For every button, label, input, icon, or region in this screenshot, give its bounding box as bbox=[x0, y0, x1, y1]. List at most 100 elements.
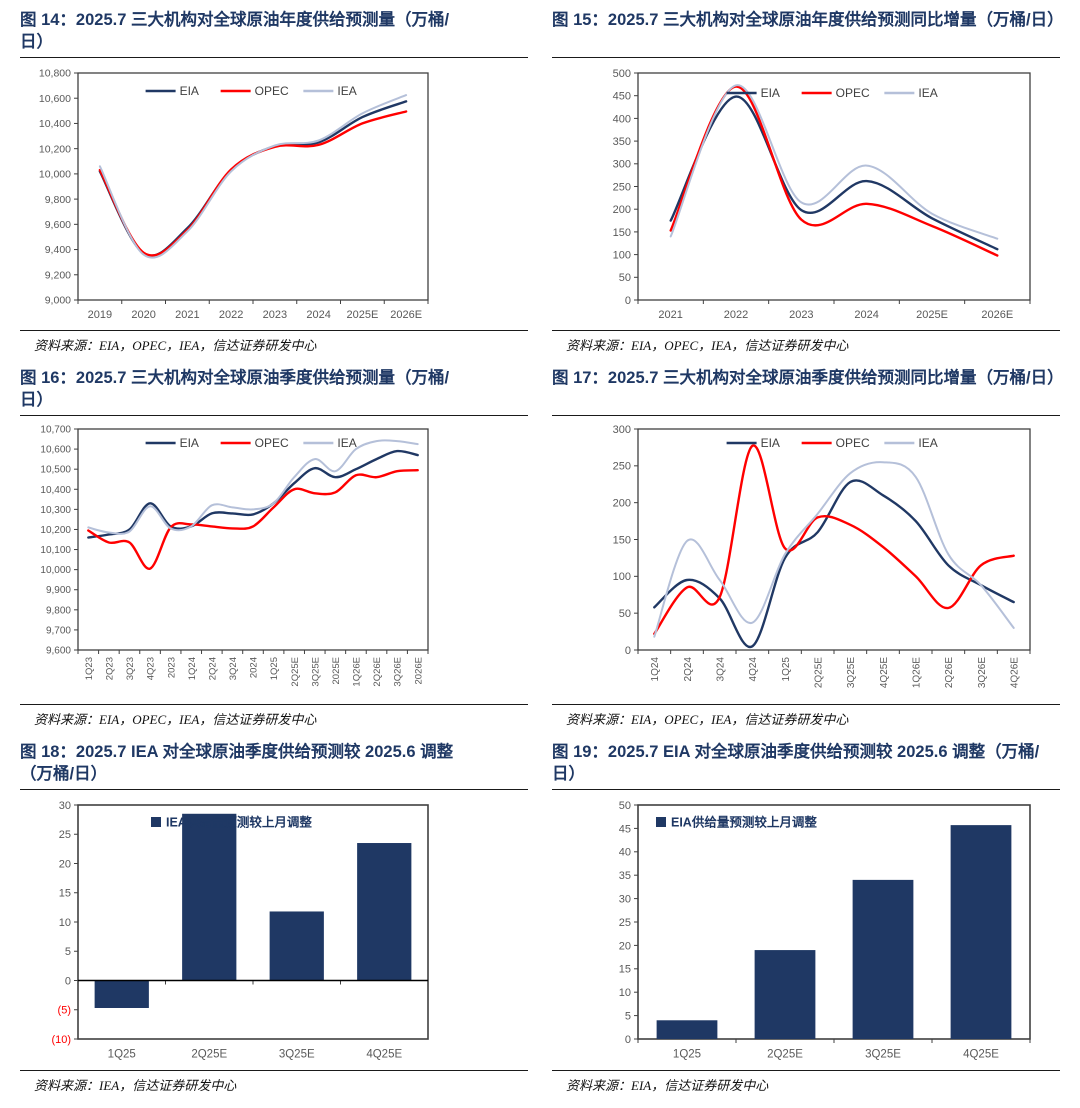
chart-svg: 9,600 9,700 9,800 9,900 10,000 10,100 10,200 10… bbox=[40, 425, 429, 687]
svg-text:350: 350 bbox=[613, 136, 631, 148]
figure-18-title-text: 图 18：2025.7 IEA 对全球原油季度供给预测较 2025.6 调整（万… bbox=[20, 743, 454, 783]
svg-text:35: 35 bbox=[619, 870, 631, 882]
svg-text:200: 200 bbox=[613, 498, 631, 510]
svg-text:100: 100 bbox=[613, 249, 631, 261]
svg-text:10: 10 bbox=[59, 917, 71, 929]
svg-text:2Q24: 2Q24 bbox=[683, 657, 694, 682]
svg-text:9,600: 9,600 bbox=[46, 646, 71, 657]
svg-text:(5): (5) bbox=[58, 1005, 71, 1017]
svg-text:2025E: 2025E bbox=[916, 309, 948, 321]
svg-text:1Q25: 1Q25 bbox=[781, 657, 792, 682]
svg-text:2021: 2021 bbox=[658, 309, 682, 321]
svg-text:2024: 2024 bbox=[306, 309, 330, 321]
figure-17-source: 资料来源：EIA，OPEC，IEA，信达证券研发中心 bbox=[552, 704, 1060, 736]
svg-text:3Q25E: 3Q25E bbox=[846, 657, 857, 688]
svg-text:10,000: 10,000 bbox=[40, 565, 71, 576]
chart-svg: 9,000 9,200 9,400 9,600 9,800 10,000 10,200 10,… bbox=[39, 68, 429, 321]
svg-text:2023: 2023 bbox=[789, 309, 813, 321]
svg-text:1Q23: 1Q23 bbox=[84, 657, 95, 680]
svg-text:IEA: IEA bbox=[337, 436, 356, 450]
svg-text:10: 10 bbox=[619, 987, 631, 999]
svg-text:9,900: 9,900 bbox=[46, 585, 71, 596]
svg-text:4Q23: 4Q23 bbox=[146, 657, 157, 680]
svg-text:3Q25E: 3Q25E bbox=[865, 1049, 901, 1061]
figure-18-chart: (10) (5) 0 5 10 15 20 25 30 1Q25 2Q25E 3Q25E 4Q25E IE… bbox=[20, 790, 528, 1070]
svg-text:10,000: 10,000 bbox=[39, 169, 71, 181]
figure-18-title: 图 18：2025.7 IEA 对全球原油季度供给预测较 2025.6 调整（万… bbox=[20, 742, 528, 790]
svg-text:2021: 2021 bbox=[175, 309, 199, 321]
svg-text:2Q25E: 2Q25E bbox=[290, 657, 301, 687]
svg-text:400: 400 bbox=[613, 113, 631, 125]
svg-text:100: 100 bbox=[613, 571, 631, 583]
svg-text:20: 20 bbox=[619, 940, 631, 952]
svg-text:2026E: 2026E bbox=[981, 309, 1013, 321]
svg-text:200: 200 bbox=[613, 204, 631, 216]
figure-17-chart: 0 50 100 150 200 250 300 1Q24 2Q24 3Q24 4Q24 1Q25 2Q… bbox=[552, 416, 1060, 704]
svg-text:9,200: 9,200 bbox=[45, 269, 71, 281]
svg-text:OPEC: OPEC bbox=[836, 86, 870, 100]
figure-14-title-text: 图 14：2025.7 三大机构对全球原油年度供给预测量（万桶/日） bbox=[20, 11, 450, 51]
figure-15: 图 15：2025.7 三大机构对全球原油年度供给预测同比增量（万桶/日） 0 5… bbox=[552, 10, 1064, 362]
svg-text:0: 0 bbox=[625, 645, 631, 657]
svg-text:9,400: 9,400 bbox=[45, 244, 71, 256]
figure-19: 图 19：2025.7 EIA 对全球原油季度供给预测较 2025.6 调整（万… bbox=[552, 742, 1060, 1102]
svg-text:2020: 2020 bbox=[131, 309, 155, 321]
svg-text:2Q24: 2Q24 bbox=[207, 657, 218, 680]
svg-text:5: 5 bbox=[625, 1010, 631, 1022]
svg-text:2025E: 2025E bbox=[346, 309, 378, 321]
svg-text:10,600: 10,600 bbox=[39, 93, 71, 105]
svg-text:EIA: EIA bbox=[180, 436, 199, 450]
svg-text:250: 250 bbox=[613, 461, 631, 473]
figure-14-chart: 9,000 9,200 9,400 9,600 9,800 10,000 10,200 10,… bbox=[20, 58, 528, 330]
svg-text:OPEC: OPEC bbox=[255, 84, 289, 98]
svg-text:40: 40 bbox=[619, 847, 631, 859]
svg-text:9,800: 9,800 bbox=[45, 194, 71, 206]
figure-19-title: 图 19：2025.7 EIA 对全球原油季度供给预测较 2025.6 调整（万… bbox=[552, 742, 1060, 790]
svg-text:4Q25E: 4Q25E bbox=[963, 1049, 999, 1061]
svg-text:3Q25E: 3Q25E bbox=[279, 1049, 315, 1061]
svg-text:IEA: IEA bbox=[918, 86, 937, 100]
figure-18-source: 资料来源：IEA，信达证券研发中心 bbox=[20, 1070, 528, 1102]
figure-18: 图 18：2025.7 IEA 对全球原油季度供给预测较 2025.6 调整（万… bbox=[20, 742, 528, 1102]
svg-text:1Q24: 1Q24 bbox=[187, 657, 198, 680]
svg-text:1Q25: 1Q25 bbox=[673, 1049, 701, 1061]
figure-17-title-text: 图 17：2025.7 三大机构对全球原油季度供给预测同比增量（万桶/日） bbox=[552, 369, 1064, 387]
svg-text:50: 50 bbox=[619, 272, 631, 284]
svg-text:0: 0 bbox=[625, 1034, 631, 1046]
svg-text:9,700: 9,700 bbox=[46, 625, 71, 636]
svg-text:1Q26E: 1Q26E bbox=[911, 657, 922, 688]
figure-16-title: 图 16：2025.7 三大机构对全球原油季度供给预测量（万桶/日） bbox=[20, 368, 528, 416]
chart-svg: 0 5 10 15 20 25 30 35 40 45 50 1Q25 2Q25E 3Q25E 4Q25E E… bbox=[619, 800, 1031, 1061]
svg-text:4Q26E: 4Q26E bbox=[1009, 657, 1020, 688]
figure-14-source: 资料来源：EIA，OPEC，IEA，信达证券研发中心 bbox=[20, 330, 528, 362]
svg-text:500: 500 bbox=[613, 68, 631, 80]
svg-text:300: 300 bbox=[613, 159, 631, 171]
svg-text:300: 300 bbox=[613, 424, 631, 436]
svg-text:EIA: EIA bbox=[761, 436, 780, 450]
svg-text:10,200: 10,200 bbox=[39, 143, 71, 155]
svg-text:3Q23: 3Q23 bbox=[125, 657, 136, 680]
svg-text:2Q26E: 2Q26E bbox=[372, 657, 383, 687]
svg-text:4Q25E: 4Q25E bbox=[879, 657, 890, 688]
svg-text:2023: 2023 bbox=[263, 309, 287, 321]
svg-text:2019: 2019 bbox=[88, 309, 112, 321]
svg-text:1Q25: 1Q25 bbox=[269, 657, 280, 680]
svg-text:30: 30 bbox=[619, 893, 631, 905]
svg-text:20: 20 bbox=[59, 858, 71, 870]
svg-text:9,000: 9,000 bbox=[45, 295, 71, 307]
svg-text:150: 150 bbox=[613, 227, 631, 239]
svg-text:2025E: 2025E bbox=[331, 657, 342, 684]
figure-14: 图 14：2025.7 三大机构对全球原油年度供给预测量（万桶/日） 9,000… bbox=[20, 10, 528, 362]
svg-text:15: 15 bbox=[59, 888, 71, 900]
figures-grid: 图 14：2025.7 三大机构对全球原油年度供给预测量（万桶/日） 9,000… bbox=[20, 10, 1064, 1108]
svg-text:30: 30 bbox=[59, 800, 71, 812]
figure-19-chart: 0 5 10 15 20 25 30 35 40 45 50 1Q25 2Q25E 3Q25E 4Q25E E… bbox=[552, 790, 1060, 1070]
svg-text:1Q25: 1Q25 bbox=[108, 1049, 136, 1061]
svg-text:10,600: 10,600 bbox=[40, 445, 71, 456]
svg-text:45: 45 bbox=[619, 823, 631, 835]
svg-text:3Q26E: 3Q26E bbox=[393, 657, 404, 687]
chart-svg: 0 50 100 150 200 250 300 1Q24 2Q24 3Q24 4Q24 1Q25 2Q… bbox=[613, 424, 1031, 688]
svg-text:IEA供给量预测较上月调整: IEA供给量预测较上月调整 bbox=[166, 814, 312, 829]
figure-19-source: 资料来源：EIA，信达证券研发中心 bbox=[552, 1070, 1060, 1102]
